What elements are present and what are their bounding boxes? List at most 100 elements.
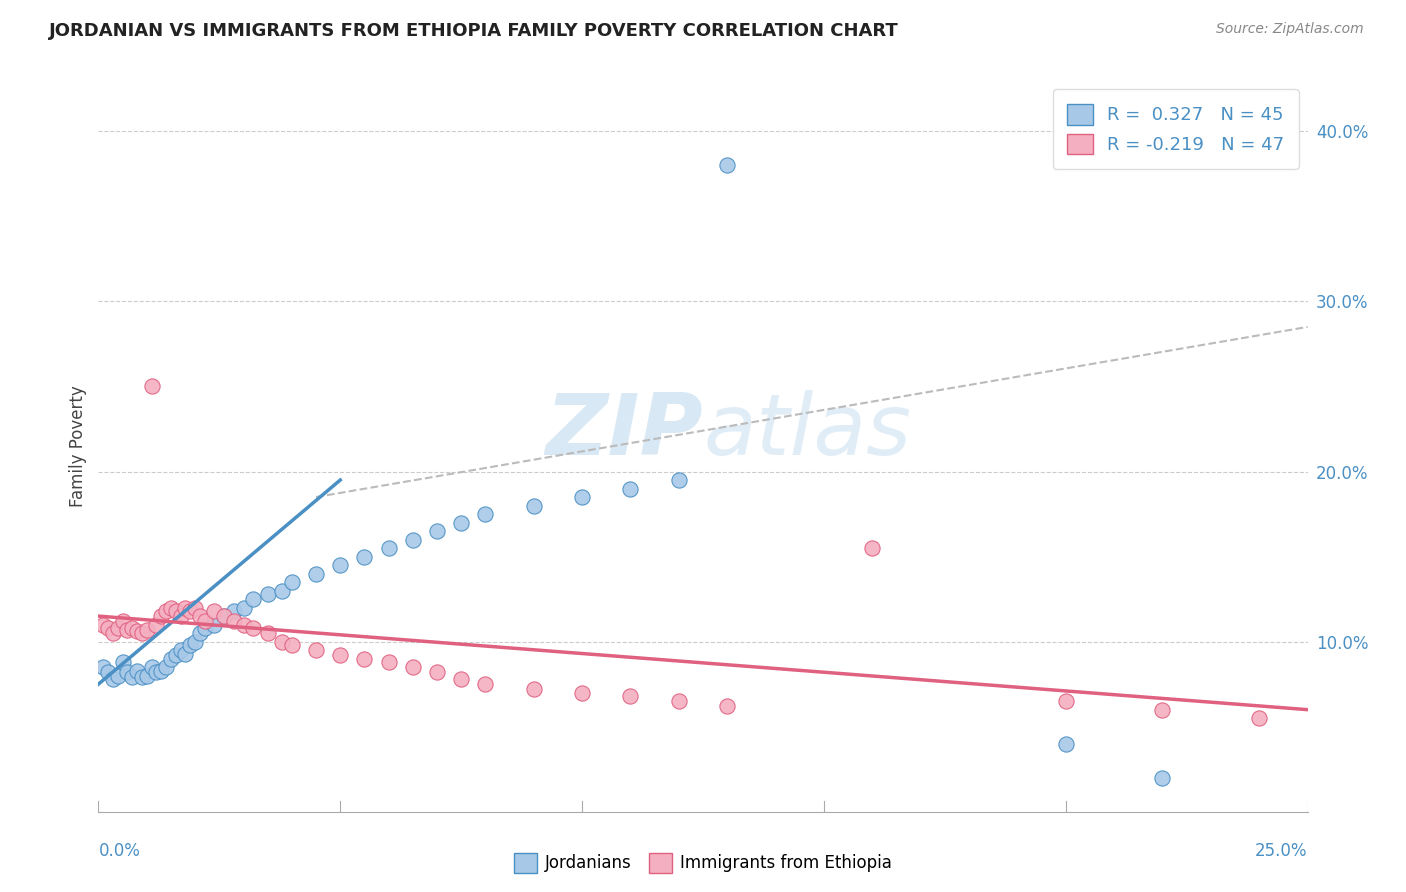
Point	[402, 533, 425, 547]
Point	[169, 609, 191, 624]
Point	[619, 482, 641, 496]
Point	[127, 624, 149, 639]
Point	[101, 626, 124, 640]
Point	[165, 604, 187, 618]
Point	[101, 672, 124, 686]
Point	[188, 609, 211, 624]
Point	[426, 665, 449, 680]
Legend: Jordanians, Immigrants from Ethiopia: Jordanians, Immigrants from Ethiopia	[508, 847, 898, 880]
Point	[184, 634, 207, 648]
Text: 25.0%: 25.0%	[1256, 842, 1308, 861]
Point	[353, 549, 375, 564]
Point	[450, 516, 472, 530]
Point	[716, 158, 738, 172]
Point	[1152, 703, 1174, 717]
Y-axis label: Family Poverty: Family Poverty	[69, 385, 87, 507]
Point	[402, 660, 425, 674]
Point	[860, 541, 883, 555]
Point	[1249, 711, 1271, 725]
Point	[150, 609, 173, 624]
Point	[107, 668, 129, 682]
Point	[329, 558, 352, 572]
Point	[377, 541, 399, 555]
Point	[194, 614, 217, 628]
Point	[232, 600, 254, 615]
Point	[184, 600, 207, 615]
Text: 0.0%: 0.0%	[98, 842, 141, 861]
Point	[174, 647, 197, 661]
Point	[135, 668, 157, 682]
Text: ZIP: ZIP	[546, 390, 703, 473]
Point	[174, 600, 197, 615]
Point	[222, 604, 245, 618]
Point	[135, 623, 157, 637]
Point	[426, 524, 449, 538]
Point	[165, 648, 187, 663]
Point	[107, 621, 129, 635]
Point	[204, 604, 226, 618]
Legend: R =  0.327   N = 45, R = -0.219   N = 47: R = 0.327 N = 45, R = -0.219 N = 47	[1053, 89, 1299, 169]
Point	[141, 379, 163, 393]
Point	[523, 682, 546, 697]
Point	[127, 664, 149, 678]
Point	[256, 626, 278, 640]
Point	[155, 604, 177, 618]
Point	[91, 617, 114, 632]
Point	[121, 621, 143, 635]
Point	[450, 672, 472, 686]
Point	[141, 660, 163, 674]
Point	[160, 651, 183, 665]
Point	[281, 638, 304, 652]
Point	[97, 665, 120, 680]
Text: atlas: atlas	[703, 390, 911, 473]
Point	[242, 621, 264, 635]
Point	[474, 507, 496, 521]
Point	[281, 575, 304, 590]
Point	[204, 617, 226, 632]
Point	[523, 499, 546, 513]
Point	[150, 664, 173, 678]
Point	[97, 621, 120, 635]
Point	[668, 473, 690, 487]
Point	[212, 609, 235, 624]
Point	[117, 665, 139, 680]
Point	[668, 694, 690, 708]
Point	[222, 614, 245, 628]
Point	[111, 614, 134, 628]
Point	[619, 689, 641, 703]
Point	[145, 617, 167, 632]
Point	[145, 665, 167, 680]
Point	[155, 660, 177, 674]
Point	[179, 638, 201, 652]
Point	[242, 592, 264, 607]
Text: Source: ZipAtlas.com: Source: ZipAtlas.com	[1216, 22, 1364, 37]
Point	[179, 604, 201, 618]
Point	[131, 670, 153, 684]
Point	[117, 623, 139, 637]
Point	[232, 617, 254, 632]
Point	[169, 643, 191, 657]
Point	[571, 686, 593, 700]
Point	[305, 643, 328, 657]
Point	[474, 677, 496, 691]
Point	[353, 651, 375, 665]
Point	[571, 490, 593, 504]
Point	[256, 587, 278, 601]
Point	[716, 699, 738, 714]
Point	[111, 655, 134, 669]
Point	[188, 626, 211, 640]
Text: JORDANIAN VS IMMIGRANTS FROM ETHIOPIA FAMILY POVERTY CORRELATION CHART: JORDANIAN VS IMMIGRANTS FROM ETHIOPIA FA…	[49, 22, 898, 40]
Point	[194, 621, 217, 635]
Point	[212, 609, 235, 624]
Point	[121, 670, 143, 684]
Point	[329, 648, 352, 663]
Point	[1054, 737, 1077, 751]
Point	[305, 566, 328, 581]
Point	[377, 655, 399, 669]
Point	[160, 600, 183, 615]
Point	[131, 626, 153, 640]
Point	[271, 583, 294, 598]
Point	[1054, 694, 1077, 708]
Point	[271, 634, 294, 648]
Point	[91, 660, 114, 674]
